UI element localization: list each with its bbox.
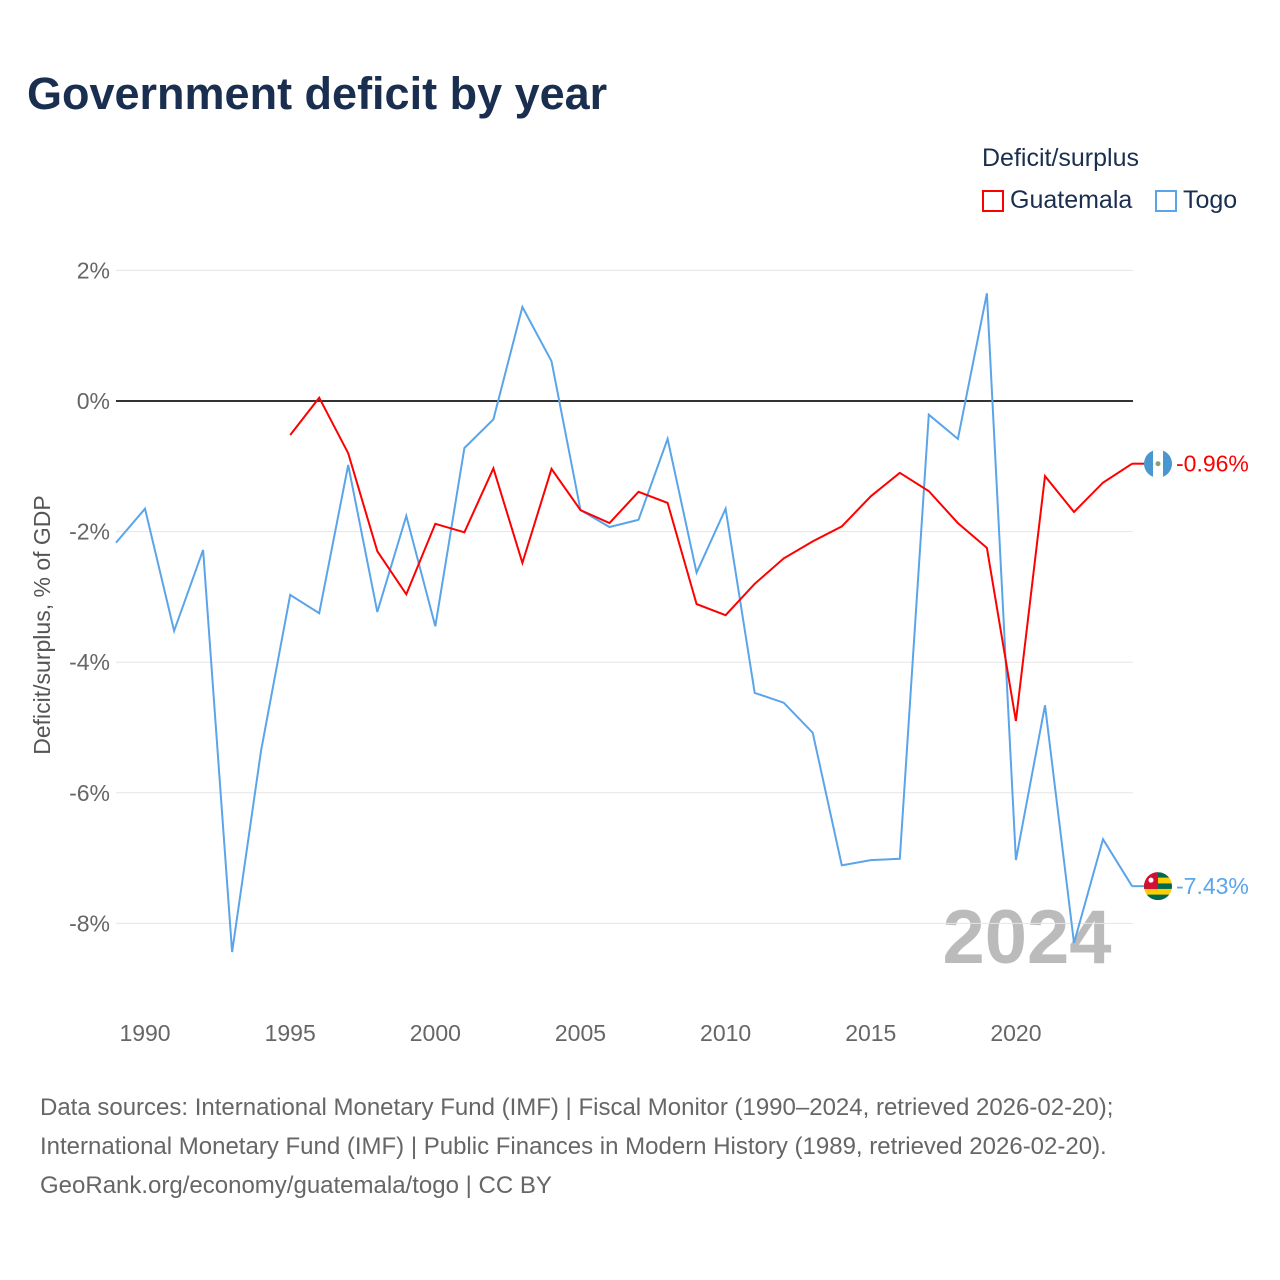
chart-title: Government deficit by year xyxy=(27,68,608,119)
x-tick-label: 2000 xyxy=(410,1020,461,1046)
legend-swatch-togo xyxy=(1155,189,1177,212)
series-line-guatemala[interactable] xyxy=(289,395,1133,722)
y-axis-label: Deficit/surplus, % of GDP xyxy=(29,495,55,754)
footer-sources: Data sources: International Monetary Fun… xyxy=(40,1088,1113,1205)
x-tick-label: 2010 xyxy=(700,1020,751,1046)
legend-swatch-guatemala xyxy=(982,189,1004,212)
end-value-label: -0.96% xyxy=(1176,451,1249,477)
x-tick-label: 2005 xyxy=(555,1020,606,1046)
footer-line: Data sources: International Monetary Fun… xyxy=(40,1094,1114,1121)
legend-label: Togo xyxy=(1183,186,1238,214)
y-tick-label: 2% xyxy=(77,257,110,283)
legend-title: Deficit/surplus xyxy=(982,144,1139,172)
guatemala-flag-icon xyxy=(1144,449,1172,478)
legend-label: Guatemala xyxy=(1010,186,1133,214)
footer-line: International Monetary Fund (IMF) | Publ… xyxy=(40,1133,1107,1160)
year-watermark: 2024 xyxy=(942,895,1111,980)
end-value-label: -7.43% xyxy=(1176,873,1249,899)
y-tick-label: 0% xyxy=(77,388,110,414)
legend-item-guatemala[interactable]: Guatemala xyxy=(982,186,1132,215)
y-tick-label: -2% xyxy=(69,519,110,545)
x-tick-label: 1995 xyxy=(265,1020,316,1046)
x-tick-label: 1990 xyxy=(119,1020,170,1046)
y-tick-label: -4% xyxy=(69,649,110,675)
x-tick-label: 2020 xyxy=(990,1020,1041,1046)
legend-item-togo[interactable]: Togo xyxy=(1155,186,1237,215)
y-tick-label: -6% xyxy=(69,780,110,806)
togo-flag-icon xyxy=(1144,872,1172,901)
footer-line[interactable]: GeoRank.org/economy/guatemala/togo | CC … xyxy=(40,1172,552,1199)
y-tick-label: -8% xyxy=(69,910,110,936)
x-tick-label: 2015 xyxy=(845,1020,896,1046)
series-line-togo[interactable] xyxy=(115,293,1133,953)
